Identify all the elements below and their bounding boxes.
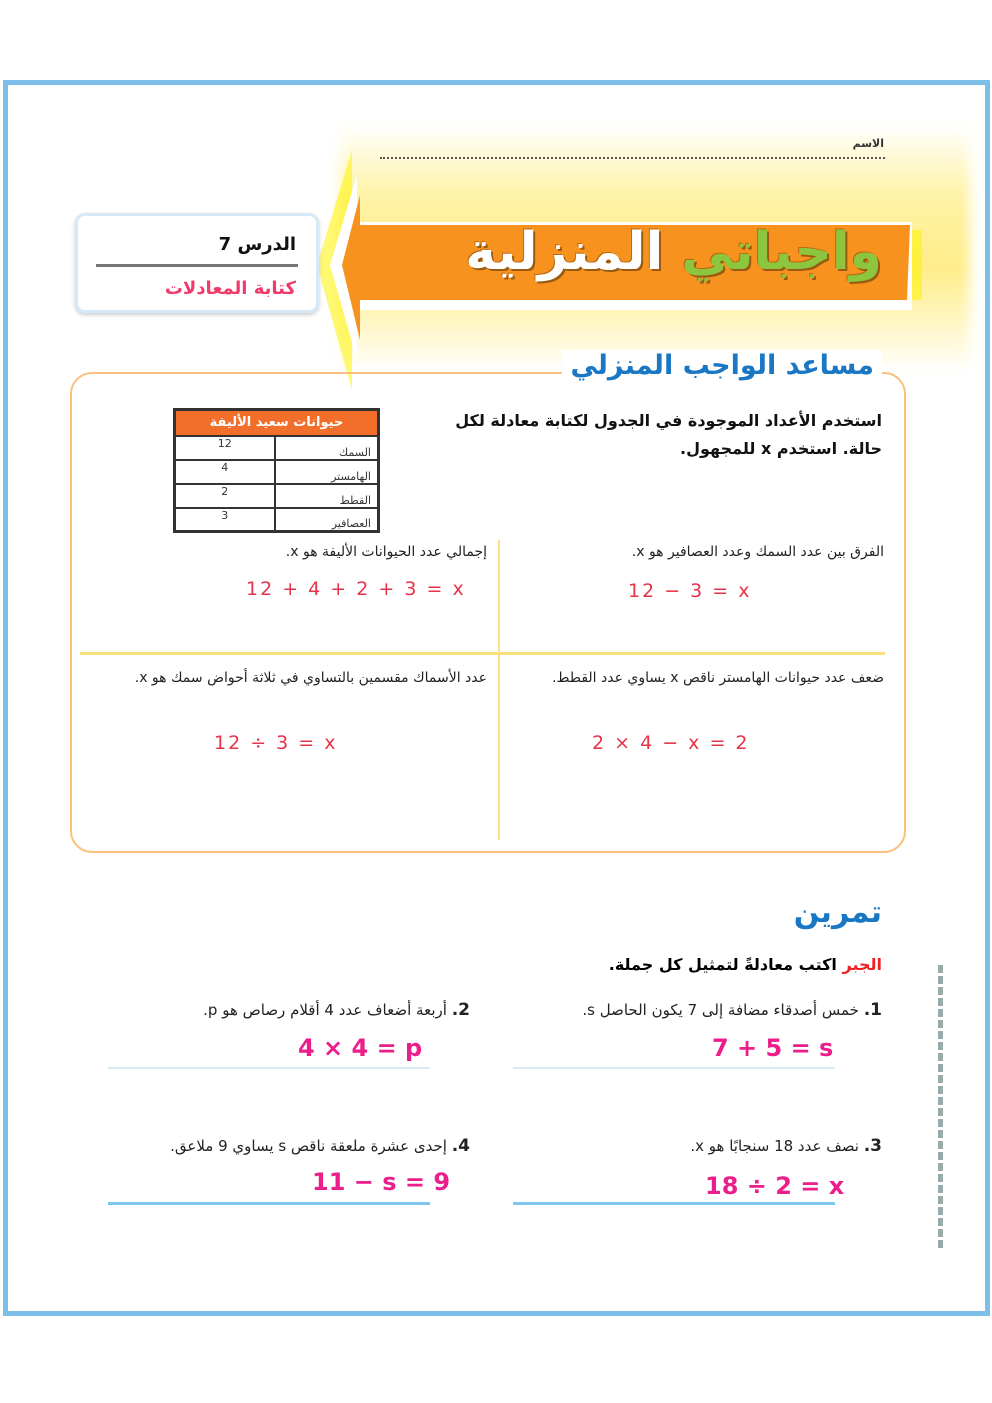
answer-1[interactable]: 7 + 5 = s xyxy=(712,1034,834,1062)
exercise-3: 3. نصف عدد 18 سنجابًا هو x. xyxy=(690,1136,882,1156)
page-frame xyxy=(3,80,990,1316)
exercise-2: 2. أربعة أضعاف عدد 4 أقلام رصاص هو p. xyxy=(203,1000,470,1020)
page-title: واجباتي المنزلية xyxy=(465,222,882,282)
algebra-tag: الجبر xyxy=(842,955,882,974)
case-text: عدد الأسماك مقسمين بالتساوي في ثلاثة أحو… xyxy=(134,670,487,686)
divider xyxy=(498,540,500,840)
name-field[interactable] xyxy=(380,157,885,159)
lesson-tag: الدرس 7 كتابة المعادلات xyxy=(75,213,319,313)
answer-4[interactable]: 11 − s = 9 xyxy=(312,1168,451,1196)
case-equation: 12 ÷ 3 = x xyxy=(214,732,338,754)
answer-line xyxy=(513,1067,835,1069)
answer-2[interactable]: 4 × 4 = p xyxy=(298,1034,423,1062)
pets-table: حيوانات سعيد الأليفة 12 السمك 4 الهامستر 2… xyxy=(173,408,380,533)
divider xyxy=(96,264,298,267)
divider xyxy=(80,652,885,655)
homework-helper-box xyxy=(70,372,906,853)
cell-animal: القطط xyxy=(273,482,380,509)
lesson-topic: كتابة المعادلات xyxy=(164,278,296,299)
table-row: 12 السمك xyxy=(173,434,380,461)
cell-count: 12 xyxy=(173,434,276,461)
case-equation: 12 − 3 = x xyxy=(628,580,752,602)
cell-count: 2 xyxy=(173,482,276,509)
instructions-text: اكتب معادلةً لتمثيل كل جملة. xyxy=(608,955,837,974)
answer-line xyxy=(108,1202,430,1205)
cell-animal: الهامستر xyxy=(273,458,380,485)
answer-line xyxy=(513,1202,835,1205)
case-text: ضعف عدد حيوانات الهامستر ناقص x يساوي عد… xyxy=(552,670,884,686)
table-row: 4 الهامستر xyxy=(173,458,380,485)
name-label: الاسم xyxy=(852,137,884,150)
helper-instructions: استخدم الأعداد الموجودة في الجدول لكتابة… xyxy=(455,411,882,458)
exercise-1: 1. خمس أصدقاء مضافة إلى 7 يكون الحاصل s. xyxy=(582,1000,882,1020)
table-row: 3 العصافير xyxy=(173,506,380,533)
banner-arrow xyxy=(317,150,922,390)
exercise-4: 4. إحدى عشرة ملعقة ناقص s يساوي 9 ملاعق. xyxy=(170,1136,470,1156)
answer-3[interactable]: 18 ÷ 2 = x xyxy=(705,1172,845,1200)
practice-title: تمرين xyxy=(793,895,882,930)
case-text: إجمالي عدد الحيوانات الأليفة هو x. xyxy=(285,544,487,560)
case-equation: 2 × 4 − x = 2 xyxy=(592,732,750,754)
practice-instructions: الجبر اكتب معادلةً لتمثيل كل جملة. xyxy=(609,955,882,974)
table-row: 2 القطط xyxy=(173,482,380,509)
case-text: الفرق بين عدد السمك وعدد العصافير هو x. xyxy=(631,544,884,560)
answer-line xyxy=(108,1067,430,1069)
table-title: حيوانات سعيد الأليفة xyxy=(174,409,379,436)
helper-title: مساعد الواجب المنزلي xyxy=(562,350,882,381)
copyright-vertical-text xyxy=(938,965,943,1250)
case-equation: 12 + 4 + 2 + 3 = x xyxy=(246,578,466,600)
cell-count: 4 xyxy=(173,458,276,485)
cell-animal: السمك xyxy=(273,434,380,461)
cell-count: 3 xyxy=(173,506,276,533)
cell-animal: العصافير xyxy=(273,506,380,533)
lesson-number: الدرس 7 xyxy=(218,234,296,255)
